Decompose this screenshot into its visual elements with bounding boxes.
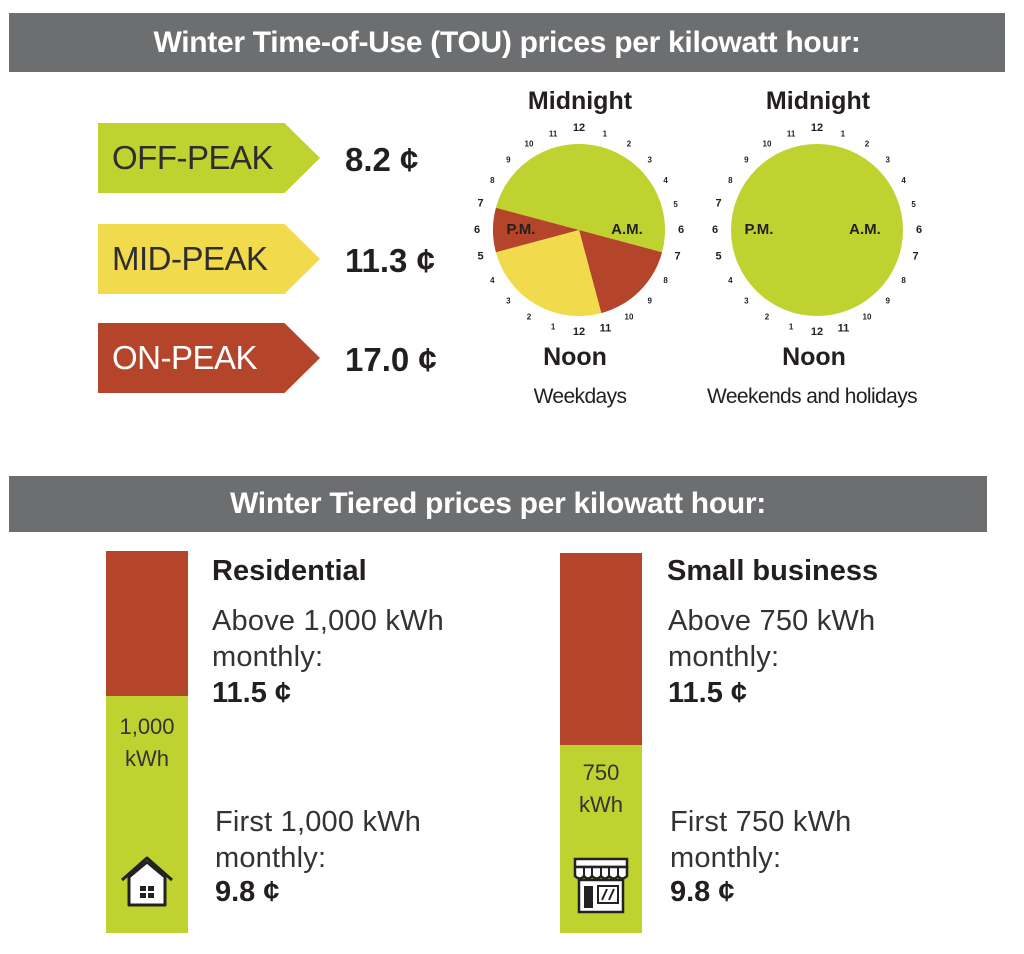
- clock-hour-label: 5: [715, 250, 721, 262]
- clock-hour-label: 4: [490, 276, 495, 285]
- clock-weekend-top-label: Midnight: [765, 87, 871, 115]
- off-peak-label: OFF-PEAK: [112, 139, 274, 176]
- clock-hour-label: 5: [911, 200, 916, 209]
- clock-hour-label: 11: [838, 323, 850, 335]
- clock-hour-label: 6: [678, 224, 684, 236]
- clock-weekend-caption: Weekends and holidays: [707, 385, 918, 408]
- business-upper-text: Above 750 kWh monthly:: [668, 605, 876, 673]
- clock-hour-label: 9: [885, 297, 890, 306]
- clock-hour-label: 2: [527, 313, 532, 322]
- on-peak-tag: ON-PEAK: [98, 323, 320, 393]
- mid-peak-label: MID-PEAK: [112, 240, 268, 277]
- clock-hour-label: 2: [627, 139, 632, 148]
- business-title: Small business: [667, 555, 879, 587]
- clock-pm-label: P.M.: [745, 221, 774, 238]
- clock-hour-label: 9: [506, 155, 511, 164]
- clock-period-on-peak: [579, 230, 663, 314]
- clock-hour-label: 3: [506, 297, 511, 306]
- tou-title: Winter Time-of-Use (TOU) prices per kilo…: [153, 25, 861, 59]
- clock-am-label: A.M.: [611, 221, 643, 238]
- off-peak-price: 8.2 ¢: [345, 141, 419, 178]
- off-peak-tag: OFF-PEAK: [98, 123, 320, 193]
- clock-hour-label: 6: [474, 224, 480, 236]
- clock-hour-label: 8: [728, 176, 733, 185]
- business-tier-bar: 750 kWh: [560, 553, 642, 933]
- clock-hour-label: 11: [600, 323, 612, 335]
- clock-hour-label: 6: [712, 224, 718, 236]
- clock-hour-label: 10: [625, 313, 634, 322]
- clock-hour-label: 8: [663, 276, 668, 285]
- clock-period-mid-peak: [495, 230, 602, 317]
- house-icon: [121, 856, 173, 907]
- clock-hour-label: 3: [744, 297, 749, 306]
- clock-hour-label: 10: [763, 139, 772, 148]
- clock-pm-label: P.M.: [507, 221, 536, 238]
- clock-hour-label: 4: [901, 176, 906, 185]
- clock-weekday-caption: Weekdays: [533, 385, 627, 408]
- clock-hour-label: 7: [477, 198, 483, 210]
- residential-title: Residential: [212, 555, 367, 587]
- clock-am-label: A.M.: [849, 221, 881, 238]
- clock-hour-label: 8: [901, 276, 906, 285]
- clock-hour-label: 12: [811, 326, 823, 338]
- clock-hour-label: 4: [663, 176, 668, 185]
- clock-period-on-peak: [492, 207, 579, 253]
- residential-upper-text: Above 1,000 kWh monthly:: [212, 605, 444, 673]
- business-lower-price: 9.8 ¢: [670, 876, 735, 908]
- clock-hour-label: 5: [673, 200, 678, 209]
- residential-tier-bar: 1,000 kWh: [106, 551, 188, 933]
- tou-title-banner: Winter Time-of-Use (TOU) prices per kilo…: [9, 13, 1005, 72]
- on-peak-price: 17.0 ¢: [345, 341, 437, 378]
- residential-lower-text: First 1,000 kWh monthly:: [215, 806, 422, 874]
- clock-hour-label: 11: [549, 129, 558, 138]
- clock-hour-label: 7: [912, 250, 918, 262]
- clock-weekday-bottom-label: Noon: [543, 343, 607, 371]
- business-lower-text: First 750 kWh monthly:: [670, 806, 852, 874]
- clock-weekend-bottom-label: Noon: [782, 343, 846, 371]
- clock-hour-label: 7: [715, 198, 721, 210]
- clock-hour-label: 3: [647, 155, 652, 164]
- on-peak-label: ON-PEAK: [112, 339, 258, 376]
- clock-hour-label: 3: [885, 155, 890, 164]
- clock-weekday-top-label: Midnight: [527, 87, 633, 115]
- business-threshold-label: 750 kWh: [579, 760, 623, 817]
- storefront-icon: [573, 857, 629, 914]
- clock-hour-label: 1: [841, 129, 846, 138]
- clock-hour-label: 5: [477, 250, 483, 262]
- clock-hour-label: 10: [863, 313, 872, 322]
- clock-hour-label: 12: [811, 122, 823, 134]
- clock-period-off-peak: [495, 143, 666, 253]
- residential-upper-price: 11.5 ¢: [212, 677, 292, 709]
- clock-hour-label: 2: [765, 313, 770, 322]
- residential-lower-price: 9.8 ¢: [215, 876, 280, 908]
- clock-hour-label: 1: [789, 323, 794, 332]
- clock-hour-label: 1: [603, 129, 608, 138]
- clock-hour-label: 2: [865, 139, 870, 148]
- clock-hour-label: 10: [525, 139, 534, 148]
- clock-period-off-peak: [731, 144, 903, 316]
- business-upper-price: 11.5 ¢: [668, 677, 748, 709]
- clock-hour-label: 9: [647, 297, 652, 306]
- clock-hour-label: 4: [728, 276, 733, 285]
- residential-upper-segment: [106, 551, 188, 696]
- business-upper-segment: [560, 553, 642, 745]
- clock-hour-label: 6: [916, 224, 922, 236]
- clock-hour-label: 9: [744, 155, 749, 164]
- clock-hour-label: 12: [573, 326, 585, 338]
- clock-hour-label: 12: [573, 122, 585, 134]
- tiered-title: Winter Tiered prices per kilowatt hour:: [230, 487, 766, 520]
- clock-hour-label: 1: [551, 323, 556, 332]
- clock-hour-label: 8: [490, 176, 495, 185]
- mid-peak-tag: MID-PEAK: [98, 224, 320, 294]
- clock-hour-label: 11: [787, 129, 796, 138]
- tiered-title-banner: Winter Tiered prices per kilowatt hour:: [9, 476, 987, 532]
- residential-threshold-label: 1,000 kWh: [119, 714, 175, 771]
- mid-peak-price: 11.3 ¢: [345, 242, 435, 279]
- clock-hour-label: 7: [674, 250, 680, 262]
